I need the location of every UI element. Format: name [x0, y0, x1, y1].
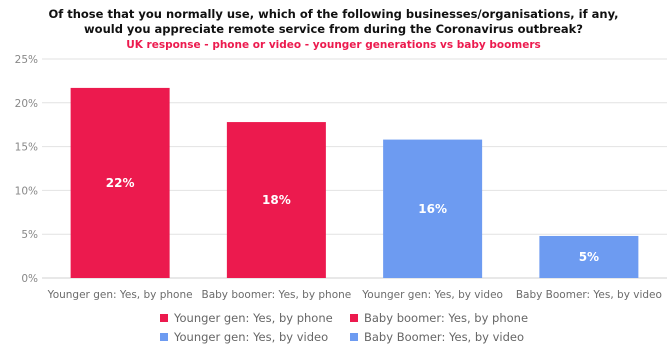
x-category-label: Younger gen: Yes, by video — [361, 289, 503, 301]
legend-item: Baby Boomer: Yes, by video — [350, 330, 550, 344]
data-label: 22% — [106, 176, 135, 190]
legend-swatch — [350, 314, 358, 322]
legend-item: Younger gen: Yes, by phone — [160, 311, 350, 325]
data-label: 18% — [262, 193, 291, 207]
x-category-label: Baby Boomer: Yes, by video — [516, 289, 662, 301]
legend-swatch — [160, 314, 168, 322]
legend-label: Younger gen: Yes, by phone — [174, 311, 333, 325]
x-category-label: Younger gen: Yes, by phone — [47, 289, 193, 301]
chart-legend: Younger gen: Yes, by phone Baby boomer: … — [160, 311, 560, 344]
y-tick-label: 20% — [15, 98, 38, 110]
legend-swatch — [160, 333, 168, 341]
y-tick-label: 25% — [15, 54, 38, 66]
x-category-label: Baby boomer: Yes, by phone — [201, 289, 351, 301]
y-tick-label: 10% — [15, 185, 38, 197]
y-tick-label: 0% — [21, 273, 38, 285]
bar-chart: 0% 5% 10% 15% 20% 25% 22% Younger gen: Yes, by … — [0, 0, 667, 305]
y-tick-label: 15% — [15, 142, 38, 154]
data-label: 5% — [579, 250, 599, 264]
legend-item: Baby boomer: Yes, by phone — [350, 311, 550, 325]
legend-item: Younger gen: Yes, by video — [160, 330, 350, 344]
data-label: 16% — [418, 202, 447, 216]
legend-label: Baby boomer: Yes, by phone — [364, 311, 528, 325]
legend-label: Younger gen: Yes, by video — [174, 330, 328, 344]
legend-swatch — [350, 333, 358, 341]
legend-label: Baby Boomer: Yes, by video — [364, 330, 524, 344]
y-tick-label: 5% — [21, 229, 38, 241]
